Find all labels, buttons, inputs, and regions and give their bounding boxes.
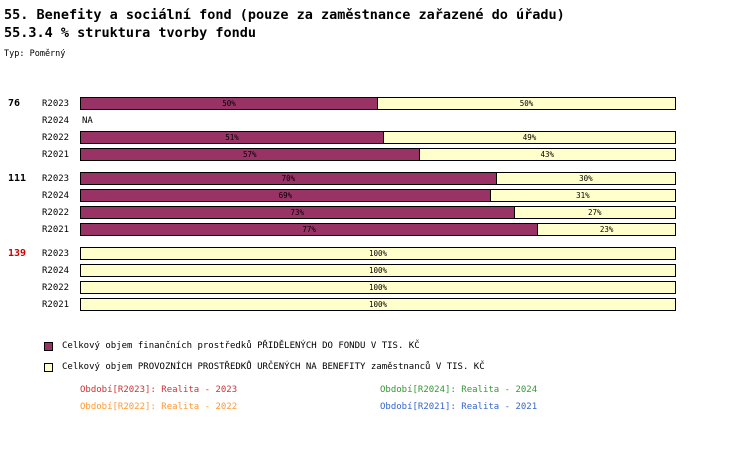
bar-row: 111 R2023 70% 30% [4,172,750,185]
period-label: R2021 [42,149,70,160]
period-label: R2023 [42,98,70,109]
benefit-bar-segment: 43% [419,149,675,160]
bar-row: R2021 57% 43% [4,148,750,161]
chart: 76 R2023 50% 50% R2024 NA R2022 51% 49% R2021 57% 4… [4,97,750,311]
page-title: 55. Benefity a sociální fond (pouze za z… [4,7,565,23]
fund-bar-segment: 69% [81,190,491,201]
period-label: R2022 [42,132,70,143]
bar-track: 100% [80,264,676,277]
legend-item: Celkový objem finančních prostředků PŘID… [44,341,750,351]
period-label: R2021 [42,299,70,310]
period-label: R2024 [42,265,70,276]
bar-row: R2024 NA [4,114,750,127]
period-legend: Období[R2023]: Realita - 2023 Období[R202… [80,385,750,412]
legend-label: Celkový objem finančních prostředků PŘID… [62,341,420,351]
period-label: R2023 [42,173,70,184]
bar-track: 100% [80,247,676,260]
benefit-bar-segment: 27% [514,207,675,218]
bar-row: R2021 77% 23% [4,223,750,236]
benefit-bar-segment: 23% [538,224,675,235]
benefit-bar-segment: 100% [81,265,675,276]
bar-track: 69% 31% [80,189,676,202]
fund-bar-segment: 77% [81,224,539,235]
fund-bar-segment: 50% [81,98,378,109]
bar-row: 76 R2023 50% 50% [4,97,750,110]
bar-track: 100% [80,281,676,294]
legend-swatch [44,362,53,372]
bar-group: 111 R2023 70% 30% R2024 69% 31% R2022 73% 27% R202… [4,172,750,236]
period-legend-item: Období[R2022]: Realita - 2022 [80,402,238,412]
series-legend: Celkový objem finančních prostředků PŘID… [4,341,750,372]
bar-row: R2024 100% [4,264,750,277]
bar-row: R2021 100% [4,298,750,311]
legend-swatch [44,341,53,351]
bar-row: R2022 73% 27% [4,206,750,219]
fund-bar-segment: 57% [81,149,420,160]
bar-track: 77% 23% [80,223,676,236]
bar-track: 73% 27% [80,206,676,219]
bar-row: 139 R2023 100% [4,247,750,260]
type-label: Typ: Poměrný [4,49,66,59]
bar-row: R2022 51% 49% [4,131,750,144]
period-label: R2021 [42,224,70,235]
benefit-bar-segment: 100% [81,282,675,293]
bar-track: 50% 50% [80,97,676,110]
group-id-label: 76 [8,98,21,109]
fund-bar-segment: 73% [81,207,515,218]
benefit-bar-segment: 49% [383,132,675,143]
legend-item: Celkový objem PROVOZNÍCH PROSTŘEDKŮ URČE… [44,362,750,372]
period-label: R2024 [42,115,70,126]
bar-row: R2022 100% [4,281,750,294]
legend-label: Celkový objem PROVOZNÍCH PROSTŘEDKŮ URČE… [62,362,485,372]
bar-group: 139 R2023 100% R2024 100% R2022 100% R2021 100% [4,247,750,311]
benefit-bar-segment: 30% [496,173,675,184]
group-id-label: 111 [8,173,27,184]
fund-bar-segment: 51% [81,132,384,143]
bar-track: 70% 30% [80,172,676,185]
period-legend-item: Období[R2021]: Realita - 2021 [380,402,538,412]
bar-group: 76 R2023 50% 50% R2024 NA R2022 51% 49% R2021 57% 4… [4,97,750,161]
page-subtitle: 55.3.4 % struktura tvorby fondu [4,25,256,41]
period-label: R2024 [42,190,70,201]
bar-track: 57% 43% [80,148,676,161]
bar-track: 100% [80,298,676,311]
period-label: R2022 [42,207,70,218]
fund-bar-segment: 70% [81,173,497,184]
period-legend-item: Období[R2024]: Realita - 2024 [380,385,538,395]
benefit-bar-segment: 100% [81,248,675,259]
period-label: R2023 [42,248,70,259]
benefit-bar-segment: 100% [81,299,675,310]
benefit-bar-segment: 50% [378,98,675,109]
na-value-label: NA [82,115,93,126]
group-id-label: 139 [8,248,27,259]
benefit-bar-segment: 31% [490,190,675,201]
period-label: R2022 [42,282,70,293]
bar-track: 51% 49% [80,131,676,144]
period-legend-item: Období[R2023]: Realita - 2023 [80,385,238,395]
bar-row: R2024 69% 31% [4,189,750,202]
